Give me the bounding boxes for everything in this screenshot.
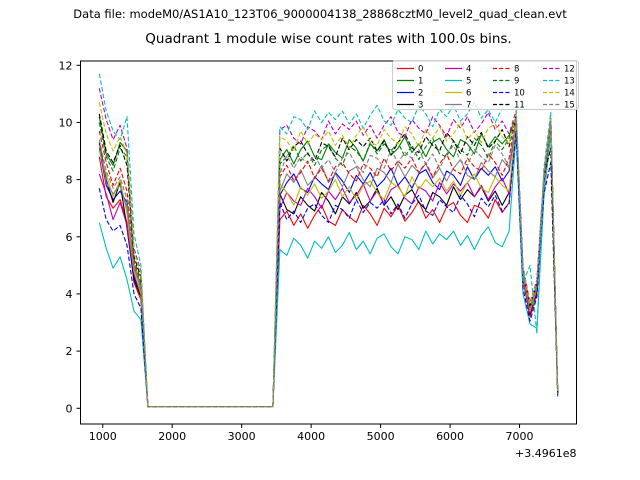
legend-label-3: 3 xyxy=(418,101,423,111)
legend-label-14: 14 xyxy=(564,89,575,99)
legend-label-12: 12 xyxy=(564,65,575,75)
y-tick-label: 0 xyxy=(66,402,73,415)
legend-label-4: 4 xyxy=(466,65,471,75)
legend-label-1: 1 xyxy=(418,77,423,87)
legend-label-15: 15 xyxy=(564,101,575,111)
legend-label-10: 10 xyxy=(514,89,525,99)
x-axis-offset-text: +3.4961e8 xyxy=(515,447,576,460)
legend-frame xyxy=(392,60,579,110)
series-line-2 xyxy=(98,120,559,408)
legend-label-5: 5 xyxy=(466,77,471,87)
x-tick-label: 6000 xyxy=(436,430,464,443)
x-tick-label: 7000 xyxy=(506,430,534,443)
x-tick-label: 2000 xyxy=(158,430,186,443)
legend-label-8: 8 xyxy=(514,65,519,75)
series-line-3 xyxy=(98,123,559,408)
data-file-annotation: Data file: modeM0/AS1A10_123T06_90000041… xyxy=(73,7,567,21)
axes-frame xyxy=(80,60,577,425)
series-line-7 xyxy=(98,119,559,408)
series-line-11 xyxy=(98,113,559,408)
legend-label-0: 0 xyxy=(418,65,423,75)
series-line-15 xyxy=(98,117,559,408)
series-line-4 xyxy=(98,121,559,408)
legend-label-13: 13 xyxy=(564,77,575,87)
x-tick-label: 1000 xyxy=(89,430,117,443)
legend-label-7: 7 xyxy=(466,101,471,111)
y-tick-label: 2 xyxy=(66,345,73,358)
y-tick-label: 6 xyxy=(66,231,73,244)
series-line-14 xyxy=(98,102,559,408)
series-line-6 xyxy=(98,121,559,408)
y-tick-label: 4 xyxy=(66,288,73,301)
chart-title: Quadrant 1 module wise count rates with … xyxy=(145,31,512,47)
legend-label-11: 11 xyxy=(514,101,525,111)
x-tick-label: 3000 xyxy=(228,430,256,443)
x-tick-label: 5000 xyxy=(367,430,395,443)
series-line-12 xyxy=(98,88,559,408)
legend-label-6: 6 xyxy=(466,89,471,99)
series-line-0 xyxy=(98,124,559,408)
x-tick-label: 4000 xyxy=(297,430,325,443)
legend-label-2: 2 xyxy=(418,89,423,99)
y-tick-label: 12 xyxy=(59,59,73,72)
y-tick-label: 8 xyxy=(66,174,73,187)
legend-label-9: 9 xyxy=(514,77,519,87)
series-line-13 xyxy=(98,73,559,408)
series-line-10 xyxy=(98,130,559,408)
y-tick-label: 10 xyxy=(59,116,73,129)
